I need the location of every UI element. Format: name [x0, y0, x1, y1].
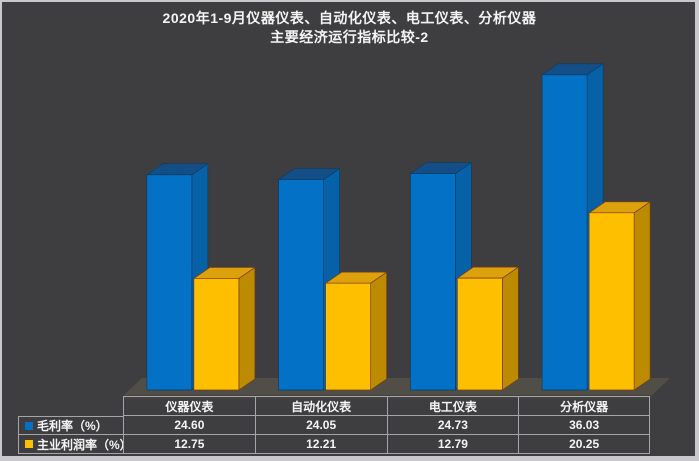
table-value-cell: 12.21 [254, 435, 387, 454]
chart-title: 2020年1-9月仪器仪表、自动化仪表、电工仪表、分析仪器 主要经济运行指标比较… [0, 9, 699, 47]
table-column-header: 仪器仪表 [123, 396, 255, 416]
bar-series1-cat2[interactable] [457, 266, 519, 391]
chart-title-line-2: 主要经济运行指标比较-2 [270, 29, 429, 45]
table-column-header: 自动化仪表 [254, 396, 387, 416]
series-swatch-icon [25, 440, 33, 448]
table-value-cell: 24.60 [123, 416, 255, 435]
data-table: 仪器仪表 自动化仪表 电工仪表 分析仪器毛利率（%） 24.60 24.05 24.73 36… [18, 396, 650, 454]
legend-row-label: 毛利率（%） [18, 416, 123, 435]
table-column-header: 分析仪器 [518, 396, 650, 416]
legend-row-label: 主业利润率（%） [18, 435, 123, 454]
bar-series1-cat0[interactable] [193, 267, 256, 391]
bar-series1-cat1[interactable] [325, 271, 387, 391]
table-value-cell: 20.25 [518, 435, 650, 454]
table-value-cell: 12.79 [386, 435, 519, 454]
table-column-header: 电工仪表 [386, 396, 519, 416]
chart-title-line-1: 2020年1-9月仪器仪表、自动化仪表、电工仪表、分析仪器 [162, 10, 537, 26]
series-name: 主业利润率（%） [37, 437, 123, 452]
table-value-cell: 12.75 [123, 435, 255, 454]
table-value-cell: 36.03 [518, 416, 650, 435]
chart-floor [124, 378, 670, 395]
table-value-cell: 24.73 [386, 416, 519, 435]
bar-series1-cat3[interactable] [588, 201, 651, 391]
series-name: 毛利率（%） [37, 419, 108, 433]
series-swatch-icon [25, 421, 33, 430]
table-corner-cell [18, 396, 123, 416]
table-value-cell: 24.05 [254, 416, 387, 435]
